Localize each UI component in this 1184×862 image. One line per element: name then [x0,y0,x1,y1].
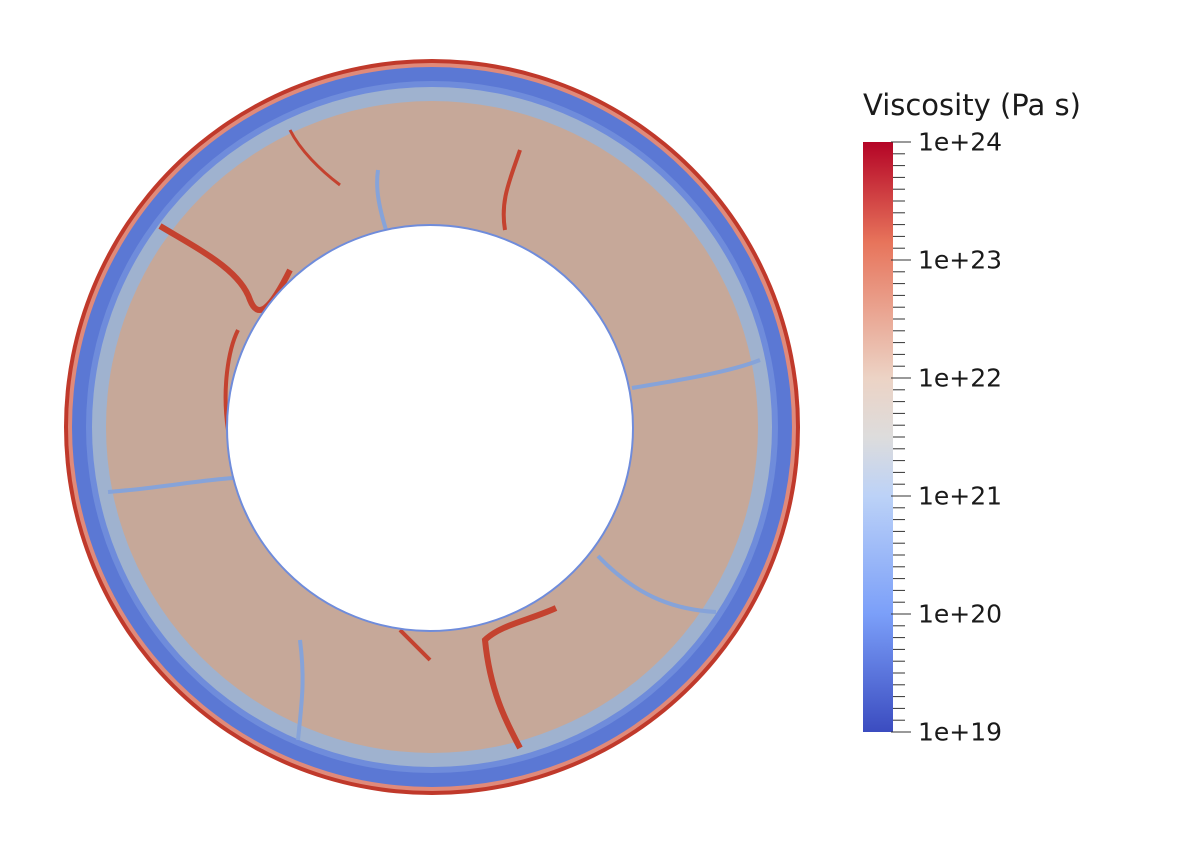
weak-streaks [107,169,761,741]
annulus [64,59,800,795]
inner-core [226,224,634,632]
colorbar [863,141,911,733]
colorbar-tick-label: 1e+24 [918,127,1003,157]
colorbar-gradient [863,142,893,732]
colorbar-tick-label: 1e+19 [918,717,1003,747]
colorbar-tick-label: 1e+22 [918,363,1003,393]
colorbar-ticks [891,141,911,733]
colorbar-tick-label: 1e+21 [918,481,1003,511]
legend-title: Viscosity (Pa s) [863,88,1081,122]
colorbar-tick-label: 1e+20 [918,599,1003,629]
colorbar-tick-label: 1e+23 [918,245,1003,275]
